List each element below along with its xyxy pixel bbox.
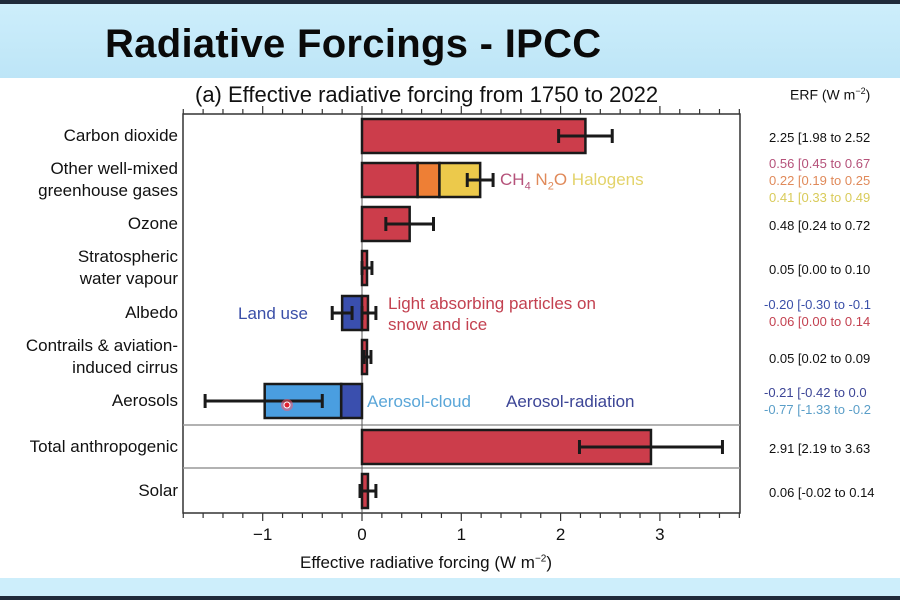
erf-value: 0.05 [0.02 to 0.09	[769, 350, 871, 366]
x-tick-label: −1	[253, 525, 272, 544]
row-label: induced cirrus	[72, 358, 178, 377]
bar-n2o	[416, 161, 441, 199]
halogens-label: Halogens	[571, 170, 644, 189]
erf-header-exp: −2	[855, 86, 866, 96]
aerosol-cloud-label: Aerosol-cloud	[367, 392, 471, 411]
top-stripe	[0, 0, 900, 4]
chart-title: (a) Effective radiative forcing from 175…	[195, 82, 659, 107]
erf-value: -0.77 [-1.33 to -0.2	[764, 402, 871, 417]
bar-aerosol-radiation	[339, 382, 364, 420]
slide-title: Radiative Forcings - IPCC	[105, 22, 602, 66]
erf-value: 2.91 [2.19 to 3.63	[769, 440, 871, 456]
erf-value: 0.06 [-0.02 to 0.14	[769, 484, 875, 500]
x-tick-label: 2	[556, 525, 565, 544]
x-tick-label: 1	[457, 525, 466, 544]
row-label: Contrails & aviation-	[25, 336, 178, 355]
x-tick-label: 0	[357, 525, 366, 544]
erf-value: 0.22 [0.19 to 0.25	[769, 172, 871, 188]
row-label: Carbon dioxide	[63, 126, 178, 145]
erf-value: 2.25 [1.98 to 2.52	[769, 129, 871, 145]
n2o-label: N2O	[535, 170, 568, 193]
x-tick-label: 3	[655, 525, 664, 544]
lap-line1: Light absorbing particles on	[388, 294, 596, 313]
erf-value: -0.20 [-0.30 to -0.1	[764, 297, 871, 312]
row-label: Albedo	[125, 303, 178, 322]
erf-value: -0.21 [-0.42 to 0.0	[764, 385, 867, 400]
row-label: Stratospheric	[77, 247, 178, 266]
erf-value: 0.05 [0.00 to 0.10	[769, 261, 871, 277]
row-label: Solar	[138, 481, 178, 500]
bar-co2	[360, 117, 587, 155]
erf-value: 0.56 [0.45 to 0.67	[769, 155, 871, 171]
erf-header-close: )	[865, 86, 871, 103]
row-label: greenhouse gases	[38, 181, 178, 200]
ch4-label: CH4	[500, 170, 531, 193]
erf-header-base: ERF (W m	[790, 86, 856, 103]
erf-column-header: ERF (W m−2)	[790, 86, 870, 103]
lap-line2: snow and ice	[388, 315, 488, 334]
row-label: Total anthropogenic	[29, 437, 178, 456]
erf-value: 0.48 [0.24 to 0.72	[769, 217, 871, 233]
light-absorbing-particles-label: Light absorbing particles on snow and ic…	[388, 293, 596, 335]
bar-ch4	[360, 161, 419, 199]
pointer-dot	[283, 401, 291, 409]
row-label: Ozone	[127, 214, 178, 233]
title-banner: Radiative Forcings - IPCC	[0, 4, 900, 78]
row-label: Other well-mixed	[50, 159, 178, 178]
erf-value: 0.41 [0.33 to 0.49	[769, 189, 871, 205]
x-axis-label: Effective radiative forcing (W m−2)	[300, 553, 553, 572]
bottom-stripe	[0, 596, 900, 600]
land-use-label: Land use	[238, 304, 308, 323]
row-label: water vapour	[79, 269, 178, 288]
row-label: Aerosols	[111, 391, 178, 410]
erf-value: 0.06 [0.00 to 0.14	[769, 314, 871, 329]
aerosol-radiation-label: Aerosol-radiation	[506, 392, 635, 411]
bottom-band	[0, 578, 900, 596]
ghg-legend: CH4 N2O Halogens	[500, 170, 644, 196]
